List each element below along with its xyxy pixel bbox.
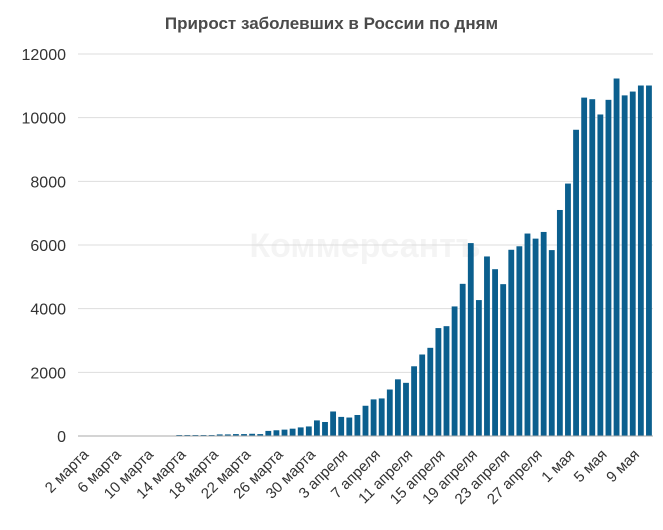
bar: 15 апреля <box>435 328 442 436</box>
bar: 25 марта <box>265 430 272 436</box>
bar: 22 апреля <box>492 269 498 436</box>
bar: 23 марта <box>249 433 256 436</box>
bar: 4 мая <box>589 99 596 436</box>
chart-title: Прирост заболевших в России по дням <box>164 14 499 33</box>
bar: 30 апреля <box>556 209 563 436</box>
y-tick-label: 2000 <box>30 365 66 382</box>
bar: 6 мая <box>605 99 612 436</box>
y-tick-label: 10000 <box>22 111 67 128</box>
bar: 30 марта <box>305 426 312 436</box>
bar: 27 апреля <box>532 238 539 436</box>
bar: 7 апреля <box>370 399 377 436</box>
bar: 8 мая <box>621 95 628 436</box>
x-tick-label: 5 мая <box>571 446 611 486</box>
bar: 11 апреля <box>403 382 409 436</box>
bar: 5 апреля <box>354 414 361 436</box>
bar: 10 мая <box>637 85 644 436</box>
bar: 20 марта <box>224 434 231 436</box>
x-tick-label: 1 мая <box>538 446 578 486</box>
bar: 24 марта <box>257 434 264 436</box>
bar: 28 апреля <box>540 231 547 436</box>
bar: 26 марта <box>273 430 280 436</box>
y-tick-label: 12000 <box>22 47 67 64</box>
bar: 18 апреля <box>459 283 466 436</box>
bar: 19 марта <box>216 434 223 436</box>
bar: 27 марта <box>281 429 288 436</box>
bar: 2 апреля <box>330 411 337 436</box>
bar: 8 апреля <box>378 398 385 436</box>
bar: 24 апреля <box>508 249 515 436</box>
bar: 2 мая <box>573 129 579 436</box>
bar: 10 апреля <box>394 379 401 436</box>
bar: 22 марта <box>241 434 247 436</box>
bar: 4 апреля <box>346 417 353 436</box>
bar: 19 апреля <box>467 243 474 436</box>
y-tick-label: 6000 <box>30 238 66 255</box>
y-tick-label: 0 <box>57 429 66 446</box>
bar: 14 апреля <box>427 347 434 436</box>
bar: 12 апреля <box>411 366 418 436</box>
x-tick-label: 9 мая <box>603 446 643 486</box>
bar: 9 мая <box>629 91 636 437</box>
bar: 21 апреля <box>484 256 490 436</box>
y-tick-label: 8000 <box>30 174 66 191</box>
bar: 28 марта <box>289 428 296 436</box>
bar: 3 апреля <box>338 416 345 436</box>
bar: 26 апреля <box>524 233 531 436</box>
bar: 3 мая <box>581 97 588 436</box>
bar: 1 мая <box>565 183 571 436</box>
bar: 9 апреля <box>386 389 393 436</box>
y-tick-label: 4000 <box>30 302 66 319</box>
bar: 25 апреля <box>516 246 523 436</box>
bar: 11 мая <box>646 85 652 436</box>
bar: 20 апреля <box>475 300 482 436</box>
bar: 31 марта <box>313 420 320 436</box>
bar: 5 мая <box>597 114 604 436</box>
bar: 16 апреля <box>443 326 450 436</box>
watermark: Коммерсантъ <box>249 227 480 265</box>
bar: 29 марта <box>297 427 304 436</box>
bar: 7 мая <box>613 78 620 437</box>
bar: 13 апреля <box>419 354 426 436</box>
bar: 23 апреля <box>500 284 507 436</box>
bar: 21 марта <box>233 434 239 436</box>
bar: 1 апреля <box>322 421 328 436</box>
bar: 17 апреля <box>451 306 458 436</box>
bar: 6 апреля <box>362 405 369 436</box>
bar: 29 апреля <box>548 250 555 436</box>
